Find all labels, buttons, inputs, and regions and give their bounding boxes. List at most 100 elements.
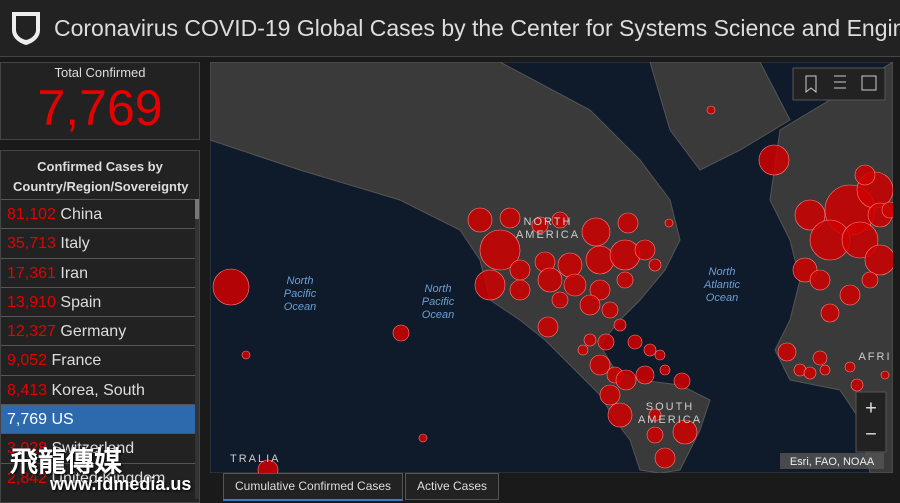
case-bubble[interactable] <box>643 343 657 357</box>
zoom-out[interactable]: − <box>865 423 877 445</box>
case-count: 7,769 <box>7 411 48 429</box>
case-bubble[interactable] <box>635 365 655 385</box>
list-rows: 81,102 China 35,713 Italy 17,361 Iran 13,91… <box>1 199 199 492</box>
case-bubbles <box>212 105 893 473</box>
case-bubble[interactable] <box>794 199 826 231</box>
case-bubble[interactable] <box>601 301 619 319</box>
case-bubble[interactable] <box>613 318 627 332</box>
case-bubble[interactable] <box>212 268 250 306</box>
case-bubble[interactable] <box>758 144 790 176</box>
case-bubble[interactable] <box>563 273 587 297</box>
list-row[interactable]: 35,713 Italy <box>1 228 195 257</box>
case-bubble[interactable] <box>854 164 876 186</box>
case-bubble[interactable] <box>257 459 279 473</box>
case-bubble[interactable] <box>467 207 493 233</box>
list-icon[interactable] <box>834 75 846 89</box>
case-bubble[interactable] <box>509 259 531 281</box>
case-bubble[interactable] <box>241 350 251 360</box>
case-bubble[interactable] <box>557 252 583 278</box>
map-toolbar[interactable] <box>792 67 886 101</box>
list-row[interactable]: 81,102 China <box>1 199 195 228</box>
case-bubble[interactable] <box>809 269 831 291</box>
case-bubble[interactable] <box>392 324 410 342</box>
case-bubble[interactable] <box>841 221 879 259</box>
case-bubble[interactable] <box>861 271 879 289</box>
case-bubble[interactable] <box>627 334 643 350</box>
total-panel: Total Confirmed 7,769 <box>0 62 200 140</box>
case-bubble[interactable] <box>599 384 621 406</box>
header-title: Coronavirus COVID-19 Global Cases by the… <box>54 15 900 41</box>
list-row[interactable]: 12,327 Germany <box>1 316 195 345</box>
map-label: North <box>425 283 452 295</box>
tab[interactable]: Active Cases <box>405 473 500 500</box>
case-bubble[interactable] <box>839 284 861 306</box>
case-bubble[interactable] <box>664 218 674 228</box>
list-row[interactable]: 8,413 Korea, South <box>1 374 195 404</box>
case-bubble[interactable] <box>819 364 831 376</box>
list-row[interactable]: 17,361 Iran <box>1 257 195 287</box>
case-bubble[interactable] <box>615 369 637 391</box>
case-bubble[interactable] <box>607 402 633 428</box>
case-bubble[interactable] <box>616 271 634 289</box>
case-bubble[interactable] <box>418 433 428 443</box>
case-bubble[interactable] <box>844 361 856 373</box>
map-label: AFRI <box>858 351 891 363</box>
list-row[interactable]: 9,052 France <box>1 345 195 374</box>
bookmark-icon[interactable] <box>805 75 817 94</box>
case-bubble[interactable] <box>551 291 569 309</box>
case-count: 2,842 <box>7 469 48 487</box>
case-bubble[interactable] <box>617 212 639 234</box>
zoom-control[interactable] <box>855 391 887 453</box>
case-bubble[interactable] <box>531 216 549 234</box>
map-label: North <box>709 266 736 278</box>
case-bubble[interactable] <box>777 342 797 362</box>
map[interactable]: NorthPacificOceanNorthPacificOceanNorthA… <box>210 62 893 473</box>
header: Coronavirus COVID-19 Global Cases by the… <box>0 0 900 57</box>
case-bubble[interactable] <box>537 267 563 293</box>
case-bubble[interactable] <box>648 408 662 422</box>
case-bubble[interactable] <box>864 244 893 276</box>
case-bubble[interactable] <box>672 419 698 445</box>
case-bubble[interactable] <box>881 201 893 219</box>
case-bubble[interactable] <box>583 333 597 347</box>
case-bubble[interactable] <box>589 354 611 376</box>
case-bubble[interactable] <box>880 370 890 380</box>
case-bubble[interactable] <box>654 447 676 469</box>
case-bubble[interactable] <box>597 333 615 351</box>
case-bubble[interactable] <box>634 239 656 261</box>
case-bubble[interactable] <box>474 269 506 301</box>
list-row[interactable]: 7,769 US <box>1 404 195 434</box>
scroll-thumb[interactable] <box>195 199 199 219</box>
case-count: 35,713 <box>7 235 56 253</box>
case-bubble[interactable] <box>499 207 521 229</box>
list-row[interactable]: 3,028 Switzerland <box>1 433 195 462</box>
case-bubble[interactable] <box>706 105 716 115</box>
case-bubble[interactable] <box>609 239 641 271</box>
tab[interactable]: Cumulative Confirmed Cases <box>223 473 404 501</box>
zoom-in[interactable]: + <box>865 397 877 419</box>
case-bubble[interactable] <box>654 349 666 361</box>
case-bubble[interactable] <box>581 217 611 247</box>
case-count: 8,413 <box>7 381 48 399</box>
list-row[interactable]: 13,910 Spain <box>1 286 195 316</box>
list-row[interactable]: 2,842 United Kingdom <box>1 462 195 492</box>
grid-icon[interactable] <box>861 75 877 91</box>
case-bubble[interactable] <box>551 211 569 229</box>
case-bubble[interactable] <box>509 279 531 301</box>
case-bubble[interactable] <box>659 364 671 376</box>
case-bubble[interactable] <box>479 229 521 271</box>
case-bubble[interactable] <box>577 344 589 356</box>
case-bubble[interactable] <box>579 294 601 316</box>
case-bubble[interactable] <box>585 245 615 275</box>
case-bubble[interactable] <box>673 372 691 390</box>
case-bubble[interactable] <box>850 378 864 392</box>
case-bubble[interactable] <box>803 366 817 380</box>
case-bubble[interactable] <box>646 426 664 444</box>
case-bubble[interactable] <box>537 316 559 338</box>
case-bubble[interactable] <box>648 258 662 272</box>
case-bubble[interactable] <box>820 303 840 323</box>
case-bubble[interactable] <box>589 279 611 301</box>
case-count: 13,910 <box>7 293 56 311</box>
case-bubble[interactable] <box>812 350 828 366</box>
attribution-bg <box>780 453 884 469</box>
